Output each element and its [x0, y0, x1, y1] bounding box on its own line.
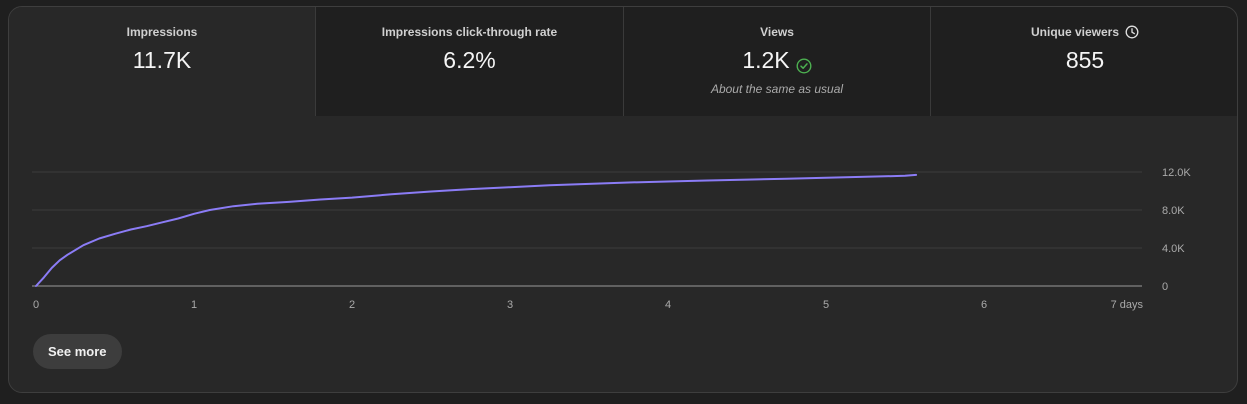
metric-label: Impressions	[126, 25, 198, 39]
see-more-button[interactable]: See more	[33, 334, 122, 369]
x-tick-label: 7 days	[1111, 299, 1144, 311]
metrics-row: Impressions 11.7K Impressions click-thro…	[9, 7, 1237, 116]
metric-value: 11.7K	[132, 47, 192, 73]
y-tick-label: 12.0K	[1162, 167, 1191, 179]
y-tick-label: 4.0K	[1162, 243, 1185, 255]
chart-svg: 0 4.0K 8.0K 12.0K 0 1 2 3 4 5 6 7 days	[32, 167, 1191, 311]
x-tick-label: 1	[191, 299, 197, 311]
x-tick-label: 4	[665, 299, 671, 311]
metric-tab-impressions[interactable]: Impressions 11.7K	[9, 7, 316, 116]
metric-value: 6.2%	[443, 47, 496, 73]
metric-tab-ctr[interactable]: Impressions click-through rate 6.2%	[316, 7, 624, 116]
metric-tab-views[interactable]: Views 1.2K About the same as usual	[624, 7, 931, 116]
metric-label: Impressions click-through rate	[381, 25, 558, 39]
x-tick-label: 3	[507, 299, 513, 311]
metric-label: Unique viewers	[1030, 25, 1120, 39]
y-tick-label: 0	[1162, 281, 1168, 293]
metric-value: 1.2K	[742, 47, 790, 73]
x-tick-label: 0	[33, 299, 39, 311]
check-circle-icon	[796, 53, 812, 74]
metric-value: 855	[1065, 47, 1105, 73]
impressions-chart: 0 4.0K 8.0K 12.0K 0 1 2 3 4 5 6 7 days	[9, 116, 1237, 316]
analytics-card: Impressions 11.7K Impressions click-thro…	[8, 6, 1238, 393]
x-tick-label: 2	[349, 299, 355, 311]
y-tick-label: 8.0K	[1162, 205, 1185, 217]
metric-label: Views	[760, 25, 794, 39]
impressions-line	[35, 173, 918, 287]
x-tick-label: 6	[981, 299, 987, 311]
metric-tab-unique-viewers[interactable]: Unique viewers 855	[931, 7, 1237, 116]
clock-icon[interactable]	[1125, 25, 1139, 39]
metric-note: About the same as usual	[710, 82, 844, 96]
x-tick-label: 5	[823, 299, 829, 311]
